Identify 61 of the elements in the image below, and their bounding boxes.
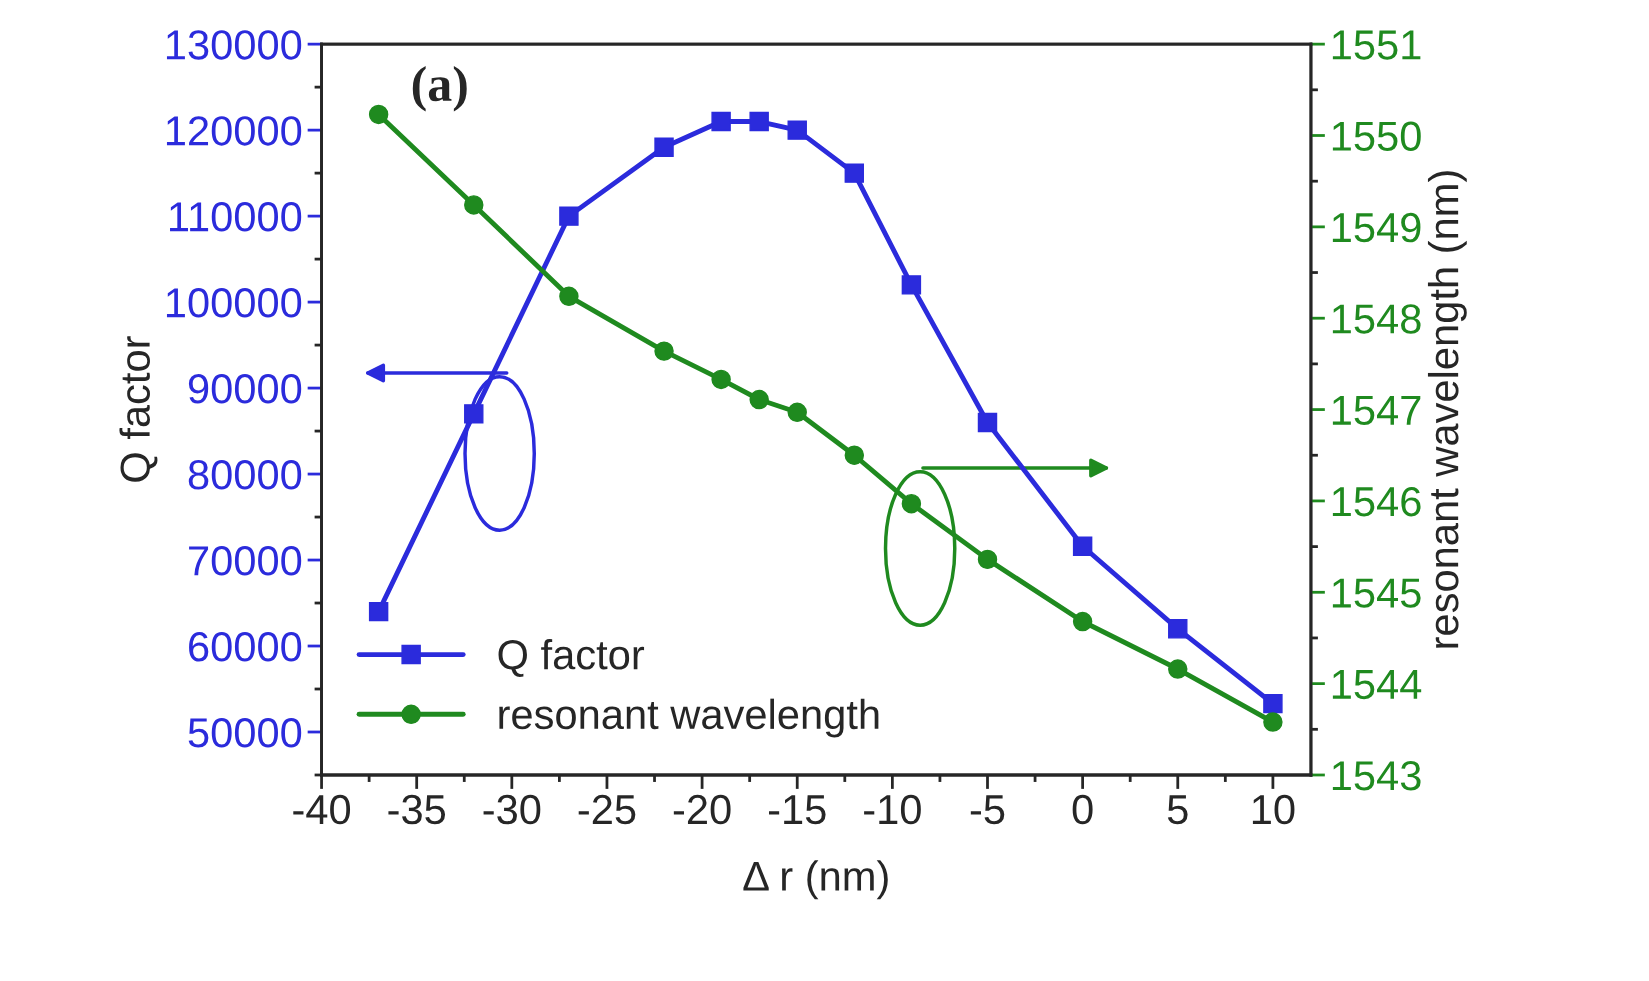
point	[977, 549, 998, 570]
point	[1168, 619, 1188, 639]
point	[654, 137, 674, 158]
point	[1072, 611, 1093, 632]
point	[1072, 536, 1093, 557]
legend-label: resonant wavelength	[499, 698, 879, 738]
point	[749, 111, 769, 132]
x-tick-label: -35	[388, 794, 446, 825]
point	[464, 404, 484, 424]
point	[901, 275, 922, 295]
x-tick-label: 10	[1252, 794, 1295, 825]
y2-tick-label: 1551	[1332, 30, 1421, 60]
point	[559, 206, 579, 226]
point	[1263, 712, 1283, 732]
legend-label: Q factor	[498, 639, 645, 678]
point	[1168, 659, 1188, 679]
x-tick-label: -25	[578, 794, 636, 825]
point	[844, 445, 865, 465]
y-tick-label: 70000	[189, 546, 302, 576]
y2-tick-label: 1545	[1332, 578, 1421, 608]
x-tick-label: -15	[768, 795, 826, 825]
y2-tick-label: 1550	[1332, 121, 1421, 152]
point	[711, 111, 731, 132]
point	[749, 389, 769, 410]
point	[368, 601, 389, 622]
y2-tick-label: 1549	[1332, 212, 1421, 243]
y-tick-label: 80000	[188, 460, 302, 490]
x-tick-label: -30	[483, 794, 541, 825]
y-tick-label: 90000	[188, 374, 302, 404]
y2-tick-label: 1546	[1332, 486, 1421, 517]
x-tick-label: -20	[673, 794, 731, 825]
x-tick-label: -5	[970, 795, 1005, 825]
y-tick-label: 100000	[166, 288, 302, 318]
y2-tick-label: 1547	[1332, 396, 1421, 426]
y2-tick-label: 1548	[1332, 304, 1421, 334]
y-tick-label: 130000	[166, 30, 302, 60]
y-tick-label: 50000	[188, 718, 302, 748]
y-axis-title: Q factor	[119, 336, 158, 482]
point	[368, 104, 389, 125]
y2-tick-label: 1543	[1332, 760, 1421, 791]
point	[559, 286, 579, 307]
x-tick-label: -10	[864, 794, 921, 825]
point	[844, 163, 865, 183]
point	[901, 493, 922, 514]
y2-axis-title: resonant wavelength (nm)	[1427, 171, 1467, 648]
x-tick-label: 5	[1167, 795, 1188, 825]
point	[1263, 693, 1283, 714]
point	[977, 412, 998, 433]
point	[787, 402, 807, 423]
y-tick-label: 60000	[189, 632, 302, 662]
point	[787, 120, 807, 140]
x-axis-title: Δ r (nm)	[743, 860, 888, 900]
y-tick-label: 110000	[170, 202, 302, 232]
point	[464, 195, 484, 215]
annotation: (a)	[412, 66, 467, 112]
x-tick-label: 0	[1072, 794, 1093, 825]
x-tick-label: -40	[293, 794, 351, 825]
y2-tick-label: 1544	[1332, 670, 1422, 700]
y-tick-label: 120000	[166, 116, 302, 146]
point	[654, 341, 674, 361]
point	[711, 369, 731, 390]
